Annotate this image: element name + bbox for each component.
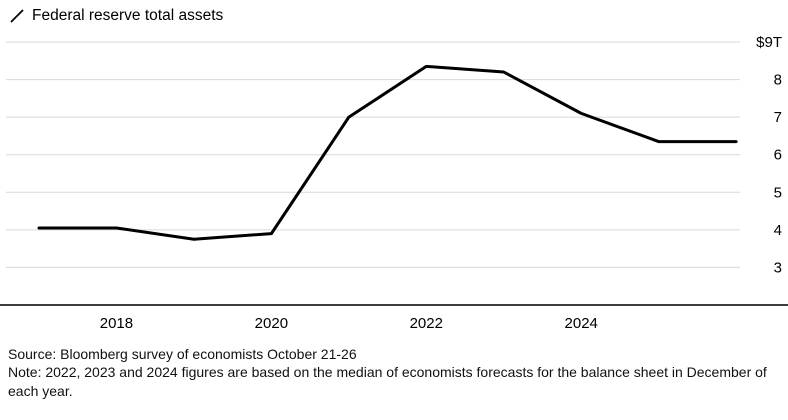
x-tick-label: 2020 <box>255 315 288 332</box>
source-text: Source: Bloomberg survey of economists O… <box>8 346 357 362</box>
chart-footer: Source: Bloomberg survey of economists O… <box>8 345 782 400</box>
y-tick-label: 7 <box>774 109 782 126</box>
note-text: Note: 2022, 2023 and 2024 figures are ba… <box>8 364 767 399</box>
y-tick-label: 8 <box>774 72 782 89</box>
y-tick-label: 3 <box>774 259 782 276</box>
y-tick-label: 6 <box>774 147 782 164</box>
y-tick-label: $9T <box>756 34 782 51</box>
line-chart: $9T 8 7 6 5 4 3 2018 2020 2022 2024 <box>0 34 788 332</box>
total-assets-line <box>37 64 738 241</box>
x-tick-label: 2022 <box>410 315 443 332</box>
y-tick-label: 4 <box>774 222 782 239</box>
y-tick-label: 5 <box>774 184 782 201</box>
chart-title: Federal reserve total assets <box>32 7 224 24</box>
chart-legend: Federal reserve total assets <box>10 7 223 25</box>
line-mark-icon <box>10 9 24 23</box>
x-tick-label: 2018 <box>100 315 133 332</box>
x-tick-label: 2024 <box>565 315 598 332</box>
